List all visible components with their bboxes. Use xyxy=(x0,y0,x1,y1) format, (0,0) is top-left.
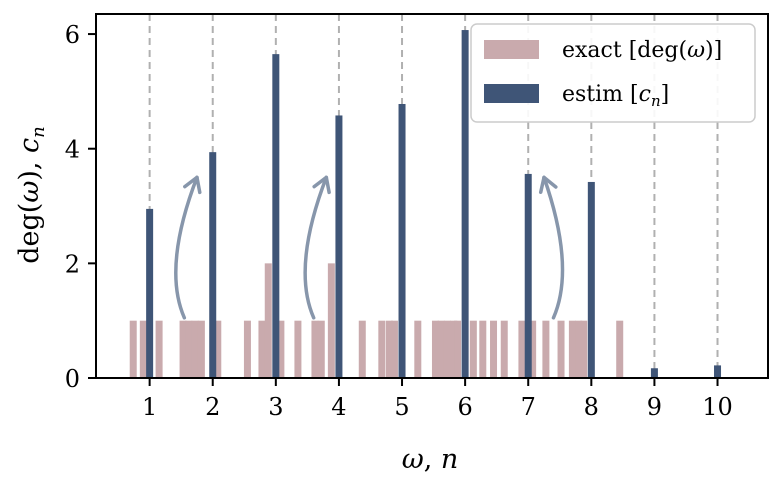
legend-box xyxy=(470,23,756,123)
x-tick-label-7: 7 xyxy=(521,393,536,421)
legend-swatch-estim xyxy=(484,84,539,103)
exact-bar-13 xyxy=(311,320,319,378)
y-tick-label-0: 0 xyxy=(65,365,80,393)
exact-bar-35 xyxy=(575,320,583,378)
exact-series-bars xyxy=(129,263,624,378)
exact-bar-20 xyxy=(414,320,422,378)
exact-bar-31 xyxy=(529,320,537,378)
legend-label-exact: exact [deg(ω)] xyxy=(562,38,722,63)
axes-frame xyxy=(95,13,769,379)
estim-bar-n-9 xyxy=(650,368,658,378)
exact-bar-17 xyxy=(378,320,386,378)
estim-bar-n-8 xyxy=(587,181,595,378)
legend: exact [deg(ω)] estim [cn] xyxy=(470,23,756,123)
exact-bar-18 xyxy=(385,320,393,378)
exact-bar-15 xyxy=(327,263,335,378)
exact-bar-32 xyxy=(542,320,550,378)
exact-bar-6 xyxy=(197,320,205,378)
legend-label-estim: estim [cn] xyxy=(562,82,669,110)
arrow-annotation-2 xyxy=(538,175,565,320)
estim-bar-n-4 xyxy=(335,115,343,378)
exact-bar-25 xyxy=(454,320,462,378)
x-tick-label-9: 9 xyxy=(647,393,662,421)
exact-bar-0 xyxy=(129,320,137,378)
x-tick-label-10: 10 xyxy=(702,393,733,421)
estim-bar-n-3 xyxy=(272,54,280,379)
arrow-annotations xyxy=(174,175,565,320)
x-tick-label-8: 8 xyxy=(584,393,599,421)
exact-bar-30 xyxy=(518,320,526,378)
exact-bar-9 xyxy=(258,320,266,378)
legend-swatch-exact xyxy=(484,40,539,59)
exact-bar-2 xyxy=(155,320,163,378)
x-tick-label-4: 4 xyxy=(331,393,346,421)
exact-bar-33 xyxy=(557,320,565,378)
exact-bar-27 xyxy=(479,320,487,378)
exact-bar-4 xyxy=(185,320,193,378)
exact-bar-7 xyxy=(214,320,222,378)
y-tick-label-2: 2 xyxy=(65,250,80,278)
x-tick-label-2: 2 xyxy=(205,393,220,421)
x-tick-label-1: 1 xyxy=(142,393,157,421)
exact-bar-8 xyxy=(243,320,251,378)
exact-bar-11 xyxy=(277,320,285,378)
y-tick-label-6: 6 xyxy=(65,21,80,49)
exact-bar-23 xyxy=(443,320,451,378)
exact-bar-28 xyxy=(490,320,498,378)
exact-bar-21 xyxy=(431,320,439,378)
arrow-annotation-1 xyxy=(303,175,331,320)
exact-bar-37 xyxy=(616,320,624,378)
x-tick-label-5: 5 xyxy=(394,393,409,421)
y-axis-label: deg(ω), cn xyxy=(14,126,49,264)
exact-bar-5 xyxy=(191,320,199,378)
exact-bar-12 xyxy=(294,320,302,378)
exact-bar-24 xyxy=(450,320,458,378)
x-tick-label-3: 3 xyxy=(268,393,283,421)
exact-bar-36 xyxy=(580,320,588,378)
exact-bar-16 xyxy=(358,320,366,378)
estim-bar-n-2 xyxy=(209,152,217,378)
estim-bar-n-5 xyxy=(398,103,406,378)
estim-bar-n-1 xyxy=(146,208,154,378)
estim-bar-n-10 xyxy=(714,365,722,378)
estim-bar-n-6 xyxy=(461,30,469,379)
x-axis-label: ω, n xyxy=(402,444,459,475)
exact-bar-19 xyxy=(390,320,398,378)
x-tick-label-6: 6 xyxy=(457,393,472,421)
exact-bar-14 xyxy=(317,320,325,378)
estim-bar-n-7 xyxy=(524,173,532,378)
exact-bar-1 xyxy=(139,320,147,378)
exact-bar-29 xyxy=(500,320,508,378)
y-axis-ticks: 0 2 4 6 xyxy=(65,21,96,393)
exact-bar-3 xyxy=(179,320,187,378)
exact-bar-22 xyxy=(437,320,445,378)
exact-bar-34 xyxy=(568,320,576,378)
x-axis-ticks: 1 2 3 4 5 6 7 8 9 10 xyxy=(142,378,733,421)
estim-series-bars xyxy=(146,30,722,379)
exact-bar-10 xyxy=(264,263,272,378)
arrow-annotation-0 xyxy=(174,175,202,320)
y-tick-label-4: 4 xyxy=(65,136,80,164)
exact-bar-26 xyxy=(469,320,477,378)
